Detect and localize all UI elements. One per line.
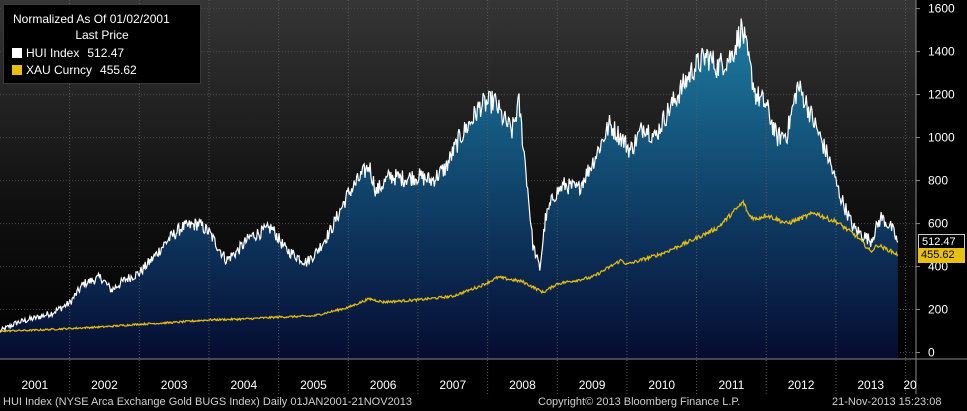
hui-swatch: [12, 48, 22, 58]
y-tick-label-1400: 1400: [928, 45, 955, 59]
xau-swatch: [12, 65, 22, 75]
y-tick-label-400: 400: [928, 260, 948, 274]
x-tick-label-2009: 2009: [579, 378, 606, 392]
x-tick-label-2005: 2005: [300, 378, 327, 392]
x-tick-label-2011: 2011: [719, 378, 745, 392]
x-tick-label-20: 20: [903, 378, 917, 392]
x-tick-label-2006: 2006: [370, 378, 397, 392]
legend-title: Normalized As Of 01/02/2001: [13, 12, 170, 26]
x-tick-label-2008: 2008: [509, 378, 536, 392]
y-tick-label-600: 600: [928, 217, 948, 231]
y-tick-label-1200: 1200: [928, 88, 955, 102]
y-axis-ticks: 0 200 400 600 800 1000 1200 1400 1600: [916, 2, 955, 360]
x-tick-label-2001: 2001: [21, 378, 48, 392]
legend-label-xau: XAU Curncy: [26, 63, 93, 77]
x-tick-label-2013: 2013: [857, 378, 884, 392]
y-tick-label-800: 800: [928, 174, 948, 188]
legend-label-hui: HUI Index: [26, 46, 80, 60]
xau-last-price-tag: 455.62: [918, 247, 965, 263]
footer-description: HUI Index (NYSE Arca Exchange Gold BUGS …: [3, 396, 413, 408]
legend-entry-hui: HUI Index 512.47: [12, 45, 124, 61]
x-tick-label-2004: 2004: [230, 378, 257, 392]
legend-value-hui: 512.47: [87, 46, 125, 60]
y-tick-label-200: 200: [928, 303, 948, 317]
x-tick-label-2002: 2002: [91, 378, 118, 392]
legend-value-xau: 455.62: [100, 63, 137, 77]
chart-legend: Normalized As Of 01/02/2001 Last Price H…: [3, 4, 201, 84]
hui-index-line: [0, 18, 899, 334]
x-tick-label-2003: 2003: [161, 378, 188, 392]
legend-subtitle: Last Price: [75, 28, 129, 42]
legend-entry-xau: XAU Curncy 455.62: [12, 62, 137, 78]
y-tick-label-0: 0: [928, 346, 935, 360]
footer-timestamp: 21-Nov-2013 15:23:08: [832, 396, 942, 408]
footer-copyright: Copyright© 2013 Bloomberg Finance L.P.: [538, 396, 741, 408]
x-tick-label-2010: 2010: [648, 378, 675, 392]
x-tick-label-2012: 2012: [788, 378, 815, 392]
x-tick-label-2007: 2007: [439, 378, 466, 392]
xau-curncy-line: [0, 199, 899, 333]
hui-area-fill: [0, 18, 898, 359]
chart-footer: HUI Index (NYSE Arca Exchange Gold BUGS …: [0, 394, 967, 411]
y-tick-label-1600: 1600: [928, 2, 955, 16]
x-axis-ticks: 2001 2002 2003 2004 2005 2006 2007 2008 2009 2010…: [21, 378, 917, 392]
y-tick-label-1000: 1000: [928, 131, 955, 145]
